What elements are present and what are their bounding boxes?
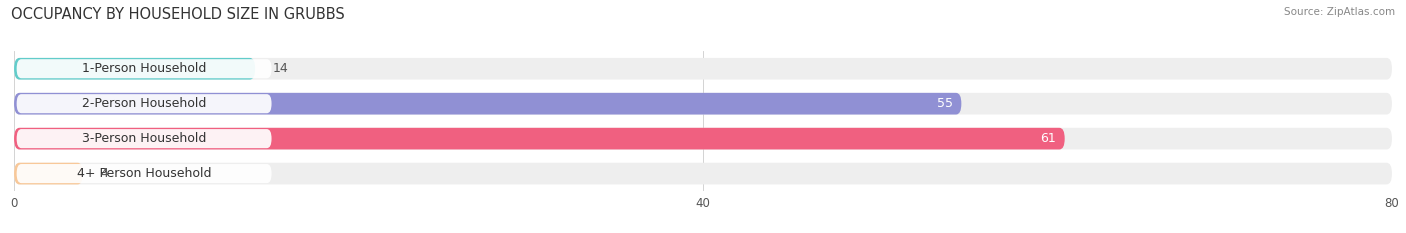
Text: 61: 61 [1040,132,1056,145]
Text: 2-Person Household: 2-Person Household [82,97,207,110]
FancyBboxPatch shape [14,93,1392,115]
FancyBboxPatch shape [14,163,1392,185]
Text: 4: 4 [100,167,108,180]
FancyBboxPatch shape [14,58,256,80]
Text: 55: 55 [936,97,953,110]
Text: 1-Person Household: 1-Person Household [82,62,207,75]
FancyBboxPatch shape [14,128,1392,150]
Text: 3-Person Household: 3-Person Household [82,132,207,145]
FancyBboxPatch shape [17,94,271,113]
FancyBboxPatch shape [14,93,962,115]
FancyBboxPatch shape [17,59,271,78]
Text: Source: ZipAtlas.com: Source: ZipAtlas.com [1284,7,1395,17]
FancyBboxPatch shape [14,163,83,185]
FancyBboxPatch shape [14,128,1064,150]
Text: 14: 14 [273,62,288,75]
FancyBboxPatch shape [17,129,271,148]
Text: 4+ Person Household: 4+ Person Household [77,167,211,180]
Text: OCCUPANCY BY HOUSEHOLD SIZE IN GRUBBS: OCCUPANCY BY HOUSEHOLD SIZE IN GRUBBS [11,7,344,22]
FancyBboxPatch shape [17,164,271,183]
FancyBboxPatch shape [14,58,1392,80]
